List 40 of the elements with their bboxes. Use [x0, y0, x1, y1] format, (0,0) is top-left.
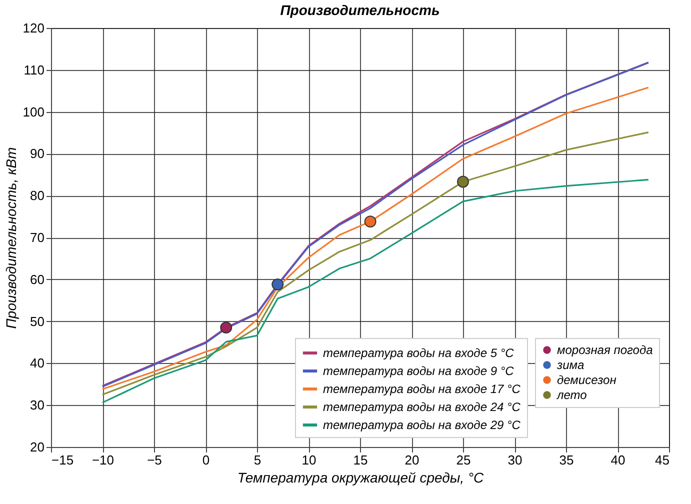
x-tick-label: 0 — [202, 452, 210, 468]
y-tick-label: 70 — [30, 230, 44, 245]
y-tick-label: 100 — [22, 104, 44, 120]
point — [457, 176, 469, 188]
y-axis-title: Производительность, кВт — [2, 146, 19, 329]
y-tick-label: 20 — [30, 440, 44, 454]
y-tick-label: 80 — [30, 188, 44, 204]
x-tick-label: 20 — [404, 452, 420, 468]
legend-label: температура воды на входе 5 °C — [323, 346, 514, 360]
x-tick-label: 45 — [655, 452, 670, 468]
x-tick-label: −15 — [52, 452, 74, 468]
x-tick-label: 40 — [610, 452, 626, 468]
y-tick-label: 90 — [30, 146, 44, 162]
x-tick-label: 5 — [254, 452, 262, 468]
point — [364, 216, 376, 228]
legend-label: температура воды на входе 17 °C — [323, 382, 521, 396]
legend-label: температура воды на входе 24 °C — [323, 400, 521, 414]
legend-label: зима — [556, 358, 584, 372]
y-tick-label: 40 — [30, 356, 44, 371]
point — [272, 278, 284, 290]
chart-title: Производительность — [280, 2, 440, 18]
x-tick-label: 35 — [559, 452, 574, 468]
legend-label: лето — [556, 388, 588, 402]
x-axis-title: Температура окружающей среды, °C — [237, 470, 485, 486]
y-tick-label: 50 — [30, 314, 44, 329]
y-tick-label: 120 — [22, 20, 44, 36]
legend-label: демисезон — [557, 373, 617, 387]
legend-label: температура воды на входе 29 °C — [323, 418, 521, 432]
y-tick-label: 60 — [30, 272, 44, 287]
legend-label: морозная погода — [557, 343, 654, 357]
x-tick-label: 25 — [456, 452, 471, 468]
legend-label: температура воды на входе 9 °C — [323, 364, 514, 378]
point — [220, 322, 232, 334]
x-tick-label: 10 — [302, 452, 316, 468]
y-tick-label: 110 — [24, 62, 44, 78]
x-tick-label: 30 — [508, 452, 522, 468]
x-tick-label: 15 — [353, 452, 368, 468]
y-tick-label: 30 — [30, 398, 44, 413]
x-tick-label: −5 — [147, 452, 162, 468]
x-tick-label: −10 — [92, 452, 114, 468]
